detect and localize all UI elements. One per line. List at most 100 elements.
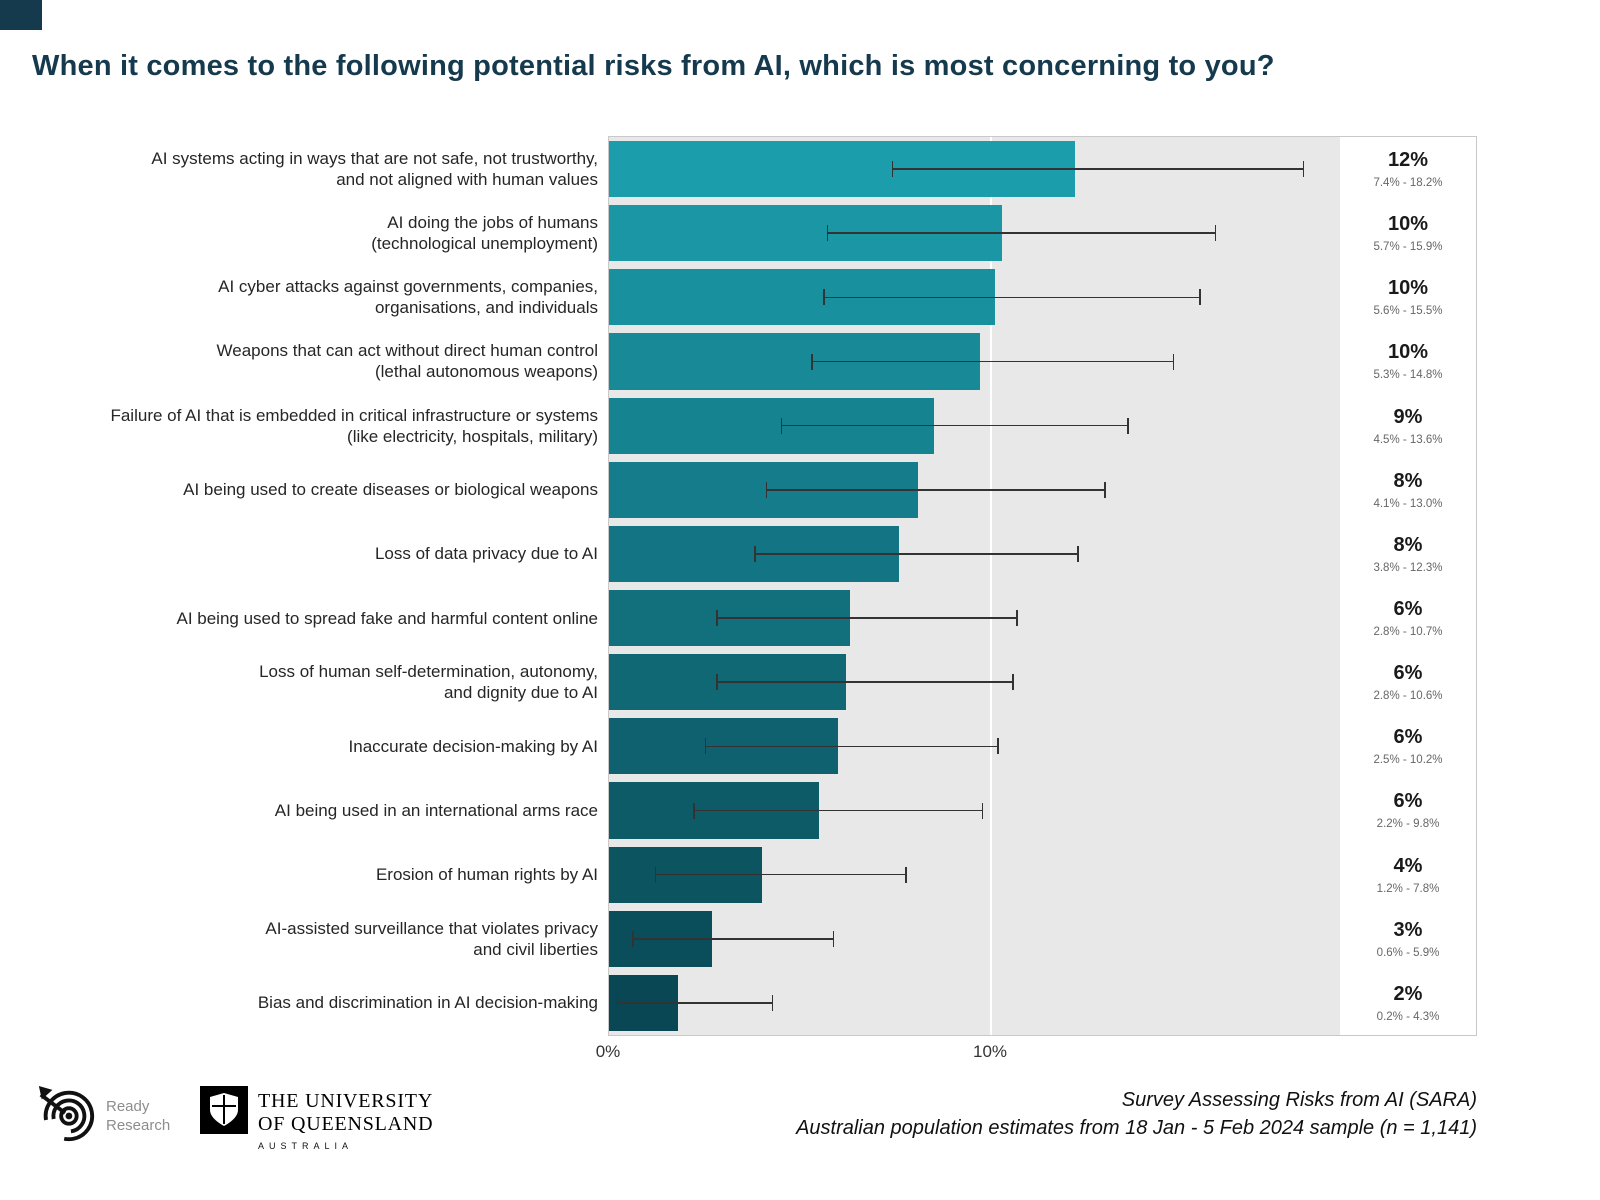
uq-line3: AUSTRALIA: [258, 1141, 354, 1151]
category-label: AI being used in an international arms r…: [274, 800, 598, 820]
error-bar-cap-low: [826, 225, 829, 242]
error-bar: [822, 289, 1202, 306]
uq-logo: [200, 1086, 248, 1139]
source-note: Survey Assessing Risks from AI (SARA) Au…: [796, 1086, 1477, 1142]
value-ci-label: 2.8% - 10.7%: [1373, 626, 1443, 639]
category-labels: AI systems acting in ways that are not s…: [30, 137, 598, 1035]
error-bar: [765, 481, 1106, 498]
value-ci-label: 3.8% - 12.3%: [1373, 561, 1443, 574]
error-bar: [715, 674, 1014, 691]
value-row: 6% 2.2% - 9.8%: [1340, 778, 1476, 842]
value-label: 10%: [1387, 341, 1429, 364]
error-bar: [780, 417, 1129, 434]
error-bar: [654, 866, 907, 883]
source-line1: Survey Assessing Risks from AI (SARA): [1121, 1089, 1477, 1111]
value-row: 6% 2.8% - 10.6%: [1340, 650, 1476, 714]
error-bar-cap-high: [905, 866, 907, 883]
value-row: 6% 2.8% - 10.7%: [1340, 586, 1476, 650]
error-bar-cap-high: [1016, 610, 1018, 627]
category-label: AI being used to spread fake and harmful…: [176, 608, 598, 628]
error-bar-cap-high: [771, 994, 774, 1011]
category-label: Weapons that can act without direct huma…: [216, 341, 598, 382]
error-bar: [811, 353, 1175, 370]
value-row: 9% 4.5% - 13.6%: [1340, 394, 1476, 458]
value-label: 2%: [1393, 982, 1423, 1005]
category-label: AI doing the jobs of humans (technologic…: [371, 213, 598, 254]
category-label: Bias and discrimination in AI decision-m…: [257, 993, 598, 1013]
error-bar-cap-low: [715, 674, 718, 691]
value-ci-label: 0.6% - 5.9%: [1376, 946, 1440, 959]
value-column: 12% 7.4% - 18.2% 10% 5.7% - 15.9% 10% 5.6% - …: [1340, 137, 1476, 1035]
value-label: 6%: [1393, 790, 1423, 813]
error-bar-cap-high: [1214, 225, 1217, 242]
error-bar-cap-low: [654, 866, 657, 883]
value-label: 4%: [1393, 854, 1423, 877]
value-row: 10% 5.3% - 14.8%: [1340, 329, 1476, 393]
grid-line: [990, 137, 992, 1035]
value-label: 8%: [1393, 469, 1423, 492]
error-bar-cap-high: [1126, 417, 1129, 434]
error-bar: [616, 994, 774, 1011]
error-bar-cap-low: [704, 738, 707, 755]
error-bar: [715, 610, 1018, 627]
chart-box: 12% 7.4% - 18.2% 10% 5.7% - 15.9% 10% 5.6% - …: [608, 136, 1477, 1036]
value-row: 8% 4.1% - 13.0%: [1340, 458, 1476, 522]
error-bar-cap-high: [1077, 545, 1079, 562]
category-label: Loss of human self-determination, autono…: [259, 662, 598, 703]
error-bar-cap-low: [822, 289, 825, 306]
value-ci-label: 0.2% - 4.3%: [1376, 1010, 1440, 1023]
value-label: 3%: [1393, 918, 1423, 941]
chart-title: When it comes to the following potential…: [32, 50, 1275, 82]
target-arrow-icon: [38, 1085, 95, 1142]
category-label: AI systems acting in ways that are not s…: [151, 149, 598, 190]
value-ci-label: 2.8% - 10.6%: [1373, 690, 1443, 703]
value-ci-label: 5.6% - 15.5%: [1373, 305, 1443, 318]
error-bar: [693, 802, 984, 819]
uq-wordmark: THE UNIVERSITY OF QUEENSLAND AUSTRALIA: [258, 1090, 433, 1151]
uq-line2: OF QUEENSLAND: [258, 1113, 434, 1135]
value-row: 6% 2.5% - 10.2%: [1340, 714, 1476, 778]
error-bar-cap-high: [981, 802, 984, 819]
category-label: Loss of data privacy due to AI: [374, 544, 598, 564]
value-ci-label: 4.5% - 13.6%: [1373, 433, 1443, 446]
value-row: 10% 5.6% - 15.5%: [1340, 265, 1476, 329]
error-bar: [754, 545, 1079, 562]
category-label: AI-assisted surveillance that violates p…: [265, 918, 598, 959]
error-bar-cap-low: [811, 353, 814, 370]
value-row: 12% 7.4% - 18.2%: [1340, 137, 1476, 201]
value-label: 10%: [1387, 277, 1429, 300]
value-label: 6%: [1393, 726, 1423, 749]
error-bar-cap-low: [693, 802, 695, 819]
error-bar: [704, 738, 999, 755]
error-bar-cap-low: [891, 161, 894, 178]
category-label: AI being used to create diseases or biol…: [183, 480, 598, 500]
error-bar: [891, 161, 1305, 178]
value-label: 9%: [1393, 405, 1423, 428]
error-bar: [631, 930, 835, 947]
value-row: 2% 0.2% - 4.3%: [1340, 971, 1476, 1035]
corner-accent: [0, 0, 42, 30]
error-bar-cap-high: [1302, 161, 1305, 178]
value-row: 10% 5.7% - 15.9%: [1340, 201, 1476, 265]
error-bar-cap-high: [832, 930, 835, 947]
value-label: 6%: [1393, 662, 1423, 685]
error-bar-cap-high: [1012, 674, 1014, 691]
error-bar-cap-high: [1199, 289, 1202, 306]
error-bar: [826, 225, 1217, 242]
value-ci-label: 5.3% - 14.8%: [1373, 369, 1443, 382]
error-bar-cap-low: [616, 994, 619, 1011]
value-label: 12%: [1387, 149, 1429, 172]
x-tick-label: 10%: [972, 1042, 1008, 1061]
error-bar-cap-low: [631, 930, 634, 947]
ready-research-line1: Ready: [106, 1098, 150, 1115]
uq-crest-icon: [200, 1086, 248, 1134]
value-row: 4% 1.2% - 7.8%: [1340, 843, 1476, 907]
value-label: 6%: [1393, 598, 1423, 621]
value-ci-label: 5.7% - 15.9%: [1373, 241, 1443, 254]
uq-line1: THE UNIVERSITY: [258, 1090, 434, 1112]
value-row: 3% 0.6% - 5.9%: [1340, 907, 1476, 971]
value-label: 10%: [1387, 213, 1429, 236]
value-ci-label: 1.2% - 7.8%: [1376, 882, 1440, 895]
value-ci-label: 7.4% - 18.2%: [1373, 177, 1443, 190]
